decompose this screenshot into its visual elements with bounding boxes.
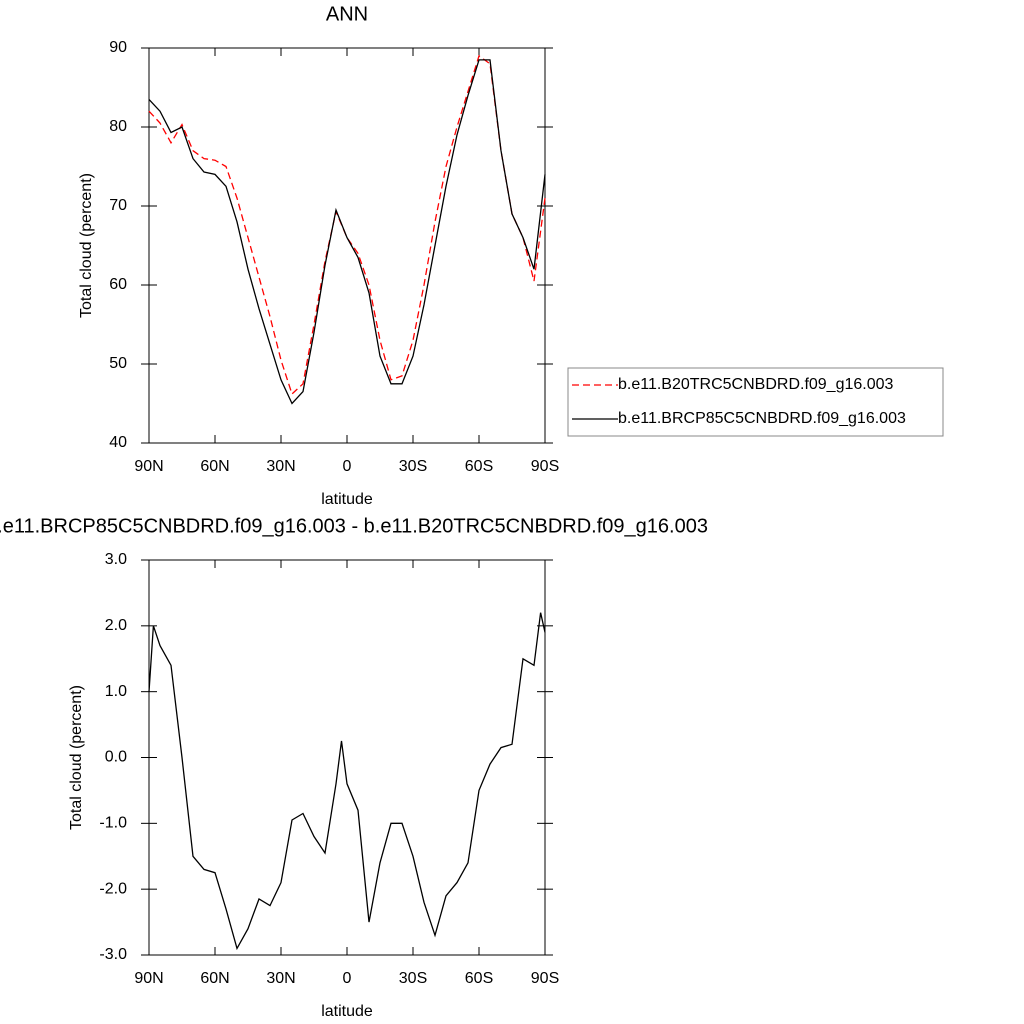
x-axis-label: latitude — [321, 1003, 373, 1020]
x-tick-label: 60S — [465, 970, 493, 987]
x-tick-label: 60N — [200, 970, 229, 987]
y-tick-label: 70 — [109, 197, 127, 214]
x-tick-label: 60N — [200, 458, 229, 475]
x-tick-label: 90N — [134, 970, 163, 987]
y-tick-label: 80 — [109, 118, 127, 135]
data-line — [148, 54, 546, 396]
y-tick-label: 2.0 — [105, 617, 127, 634]
y-axis-label: Total cloud (percent) — [68, 685, 85, 830]
x-tick-label: 90N — [134, 458, 163, 475]
data-line — [148, 59, 546, 405]
x-tick-label: 30S — [399, 970, 427, 987]
y-tick-label: 90 — [109, 39, 127, 56]
legend-label: b.e11.BRCP85C5CNBDRD.f09_g16.003 — [618, 410, 906, 427]
plot-frame — [148, 559, 546, 956]
data-line — [148, 612, 546, 951]
x-tick-label: 90S — [531, 458, 559, 475]
y-tick-label: 60 — [109, 276, 127, 293]
legend-box — [567, 367, 944, 437]
chart-title: b.e11.BRCP85C5CNBDRD.f09_g16.003 - b.e11… — [0, 515, 708, 537]
x-tick-label: 0 — [343, 970, 352, 987]
y-tick-label: -3.0 — [99, 946, 127, 963]
x-tick-label: 30S — [399, 458, 427, 475]
y-tick-label: -2.0 — [99, 880, 127, 897]
x-tick-label: 0 — [343, 458, 352, 475]
y-tick-label: 1.0 — [105, 683, 127, 700]
x-tick-label: 90S — [531, 970, 559, 987]
x-axis-label: latitude — [321, 491, 373, 508]
y-tick-label: 40 — [109, 434, 127, 451]
x-tick-label: 60S — [465, 458, 493, 475]
y-tick-label: 0.0 — [105, 749, 127, 766]
y-tick-label: 50 — [109, 355, 127, 372]
chart-title: ANN — [326, 3, 368, 25]
y-axis-label: Total cloud (percent) — [78, 173, 95, 318]
legend-label: b.e11.B20TRC5CNBDRD.f09_g16.003 — [618, 376, 894, 393]
plot-frame — [148, 47, 546, 444]
y-tick-label: 3.0 — [105, 551, 127, 568]
x-tick-label: 30N — [266, 970, 295, 987]
x-tick-label: 30N — [266, 458, 295, 475]
y-tick-label: -1.0 — [99, 815, 127, 832]
